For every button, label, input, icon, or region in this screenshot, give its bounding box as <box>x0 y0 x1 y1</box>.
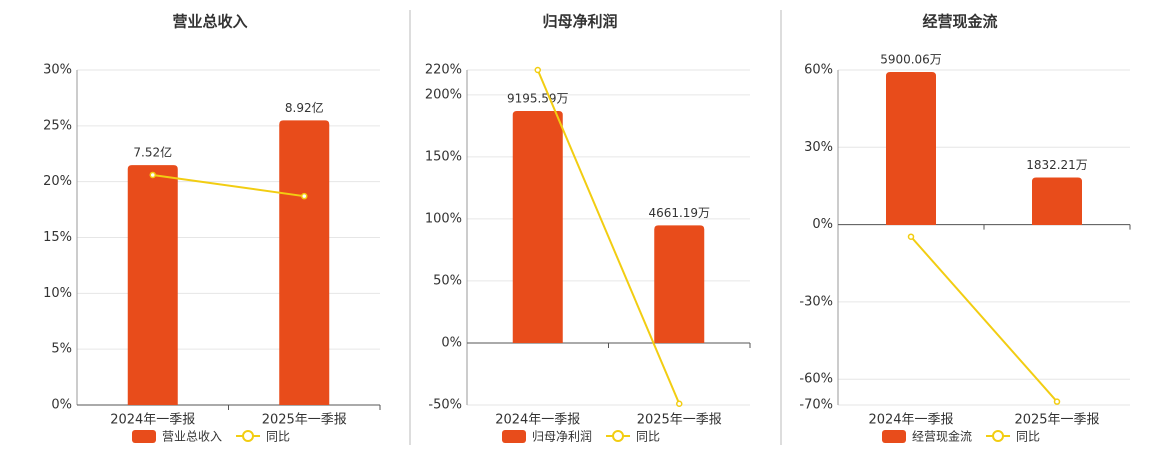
chart-title: 经营现金流 <box>922 13 997 31</box>
y-tick-label: 50% <box>433 273 462 288</box>
legend-label: 经营现金流 <box>912 429 972 444</box>
legend-swatch <box>612 430 625 442</box>
y-tick-label: 5% <box>51 342 72 357</box>
legend-label: 归母净利润 <box>532 430 592 444</box>
y-tick-label: -70% <box>799 398 833 413</box>
legend-label: 同比 <box>636 430 660 444</box>
chart-title: 归母净利润 <box>542 13 617 31</box>
legend-swatch <box>132 430 156 443</box>
value-label: 1832.21万 <box>1026 158 1088 172</box>
line <box>152 173 305 198</box>
legend-label: 同比 <box>1016 430 1040 444</box>
y-tick-label: -60% <box>799 372 833 387</box>
bar <box>512 111 563 343</box>
value-label: 7.52亿 <box>133 145 172 160</box>
y-tick-label: 0% <box>441 335 462 350</box>
bar <box>127 165 178 405</box>
x-tick-label: 2025年一季报 <box>637 413 722 428</box>
line-point <box>534 66 541 74</box>
bar <box>279 120 330 406</box>
line-point <box>907 233 915 240</box>
y-tick-label: -30% <box>799 294 833 309</box>
y-tick-label: 150% <box>425 149 462 164</box>
line-point <box>301 192 308 200</box>
x-tick-label: 2025年一季报 <box>262 413 347 428</box>
x-tick-label: 2024年一季报 <box>868 413 953 428</box>
value-label: 8.92亿 <box>285 100 324 115</box>
y-tick-label: 15% <box>43 230 72 245</box>
y-tick-label: 30% <box>804 140 833 155</box>
line-point <box>676 400 683 408</box>
line-point <box>149 171 156 179</box>
legend-swatch <box>882 430 906 443</box>
y-tick-label: 100% <box>425 211 462 226</box>
value-label: 4661.19万 <box>648 206 710 220</box>
legend-swatch <box>992 430 1005 442</box>
y-tick-label: 25% <box>43 118 72 133</box>
line-point <box>1053 398 1061 405</box>
y-tick-label: 60% <box>804 63 833 78</box>
bar <box>654 225 705 343</box>
line <box>536 69 681 405</box>
legend-label: 营业总收入 <box>162 430 222 444</box>
bar <box>886 71 936 226</box>
x-tick-label: 2025年一季报 <box>1014 413 1099 428</box>
value-label: 9195.59万 <box>507 92 569 106</box>
y-tick-label: 220% <box>425 63 462 78</box>
legend-swatch <box>242 430 255 442</box>
x-tick-label: 2024年一季报 <box>495 413 580 428</box>
y-tick-label: 20% <box>43 174 72 189</box>
y-tick-label: 0% <box>51 398 72 413</box>
x-tick-label: 2024年一季报 <box>110 413 195 428</box>
chart-title: 营业总收入 <box>172 13 247 31</box>
line <box>910 236 1058 403</box>
y-tick-label: 0% <box>812 217 833 232</box>
bar <box>1032 177 1082 226</box>
value-label: 5900.06万 <box>880 52 942 66</box>
legend-label: 同比 <box>266 430 290 444</box>
y-tick-label: 10% <box>43 286 72 301</box>
legend-swatch <box>502 430 526 443</box>
y-tick-label: 30% <box>43 63 72 78</box>
y-tick-label: 200% <box>425 87 462 102</box>
y-tick-label: -50% <box>428 398 462 413</box>
